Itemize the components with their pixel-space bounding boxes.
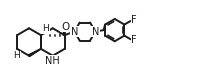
Text: H: H	[42, 24, 49, 33]
Text: N: N	[71, 27, 78, 37]
Text: NH: NH	[45, 56, 60, 66]
Text: F: F	[131, 35, 137, 45]
Polygon shape	[29, 49, 41, 57]
Text: H: H	[13, 51, 20, 60]
Text: N: N	[92, 27, 99, 37]
Text: F: F	[131, 15, 137, 25]
Text: O: O	[61, 21, 69, 32]
